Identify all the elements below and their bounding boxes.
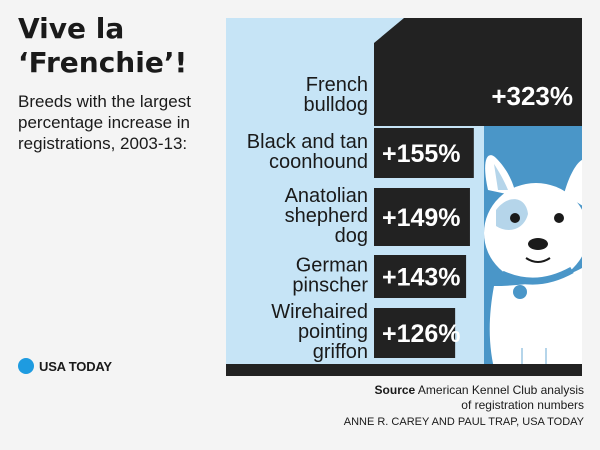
category-label: German pinscher: [292, 255, 368, 297]
credit-line: ANNE R. CAREY AND PAUL TRAP, USA TODAY: [343, 416, 584, 428]
bar-value-label: +323%: [491, 81, 573, 111]
bar-value-label: +143%: [382, 264, 461, 292]
bar-2: [374, 188, 470, 246]
source-label: Source: [374, 383, 416, 397]
category-label: Anatolian shepherd dog: [285, 185, 368, 247]
usa-today-dot-icon: [18, 358, 34, 374]
panel-bottom-band: [226, 364, 582, 376]
bar-value-label: +126%: [382, 320, 461, 348]
bar-4: [374, 308, 456, 358]
chart-title: Vive la ‘Frenchie’!: [18, 12, 188, 79]
usa-today-logo: USA TODAY: [18, 358, 112, 374]
arrow-head: [374, 18, 582, 66]
source-text: American Kennel Club analysis: [417, 383, 584, 397]
bar-3: [374, 255, 467, 298]
source-note: Source American Kennel Club analysis of …: [375, 383, 584, 413]
bar-value-label: +149%: [382, 204, 461, 232]
category-label: French bulldog: [303, 74, 368, 116]
french-bulldog-icon: [484, 155, 582, 376]
bar-value-label: +155%: [382, 140, 461, 168]
bar-1: [374, 128, 474, 178]
category-label: Wirehaired pointing griffon: [271, 301, 368, 363]
chart-panel: +323% French bulldog +155% Black and tan coon…: [226, 18, 582, 376]
bar-chart: +323% French bulldog +155% Black and tan coon…: [226, 18, 582, 376]
chart-subtitle: Breeds with the largest percentage incre…: [18, 92, 191, 153]
bar-0: [374, 66, 582, 126]
category-label: Black and tan coonhound: [247, 131, 368, 173]
logo-text: USA TODAY: [39, 358, 112, 374]
source-text-2: of registration numbers: [461, 398, 584, 412]
